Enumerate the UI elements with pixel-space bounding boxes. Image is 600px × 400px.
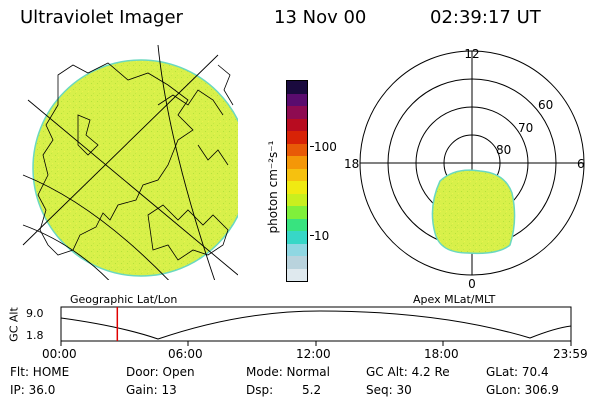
info-gc-alt: GC Alt: 4.2 Re: [366, 365, 450, 379]
timeline-y-bottom: 1.8: [26, 329, 44, 342]
geo-grid-line: [157, 45, 216, 280]
mlat-label-70: 70: [518, 121, 533, 135]
instrument-title: Ultraviolet Imager: [20, 7, 183, 28]
geo-grid-line: [22, 224, 110, 280]
info-dsp-value: 5.2: [302, 383, 322, 397]
mlat-label-80: 80: [496, 143, 511, 157]
colorbar-segment: [287, 193, 307, 206]
colorbar-tick-100: 100: [314, 140, 337, 154]
colorbar-segment: [287, 118, 307, 131]
geo-panel-label: Geographic Lat/Lon: [70, 293, 178, 306]
geo-grid-line: [22, 174, 170, 280]
info-glon: GLon: 306.9: [486, 383, 559, 397]
colorbar-segment: [287, 268, 307, 281]
colorbar-segment: [287, 81, 307, 94]
geo-coastline: [37, 62, 194, 256]
info-door: Door: Open: [126, 365, 195, 379]
mlt-label-0: 0: [468, 277, 476, 291]
polar-mlt-panel: 12 18 6 0 60 70 80: [344, 47, 585, 291]
mlt-label-12: 12: [464, 47, 479, 61]
orbit-altitude-curve: [60, 310, 572, 340]
timeline-tick-2: 12:00: [296, 347, 331, 361]
colorbar-unit-label: photon cm⁻²s⁻¹: [266, 140, 280, 234]
colorbar-segment: [287, 143, 307, 156]
info-flight: Flt: HOME: [10, 365, 70, 379]
info-ip: IP: 36.0: [10, 383, 56, 397]
colorbar-segment: [287, 131, 307, 144]
info-dsp-label: Dsp:: [246, 383, 274, 397]
info-glat: GLat: 70.4: [486, 365, 549, 379]
image-time: 02:39:17 UT: [430, 7, 541, 28]
geo-earth-disk: [32, 59, 238, 277]
timeline-tick-1: 06:00: [168, 347, 203, 361]
mlt-label-18: 18: [344, 157, 359, 171]
timeline-tick-3: 18:00: [424, 347, 459, 361]
timeline-tick-4: 23:59: [553, 347, 588, 361]
info-seq: Seq: 30: [366, 383, 412, 397]
colorbar-segment: [287, 93, 307, 106]
orbit-altitude-timeline: [60, 306, 572, 346]
colorbar-segment: [287, 218, 307, 231]
polar-panel-label: Apex MLat/MLT: [413, 293, 496, 306]
colorbar-segment: [287, 206, 307, 219]
info-mode: Mode: Normal: [246, 365, 330, 379]
geographic-image-panel: [22, 45, 238, 280]
timeline-tick-0: 00:00: [42, 347, 77, 361]
colorbar-segment: [287, 243, 307, 256]
timeline-y-top: 9.0: [26, 307, 44, 320]
colorbar-segment: [287, 181, 307, 194]
colorbar-tick-10: 10: [314, 229, 330, 243]
auroral-oval: [431, 169, 516, 255]
image-date: 13 Nov 00: [274, 7, 367, 28]
colorbar-segment: [287, 256, 307, 269]
colorbar-segment: [287, 106, 307, 119]
colorbar-segment: [287, 168, 307, 181]
geo-grid-line: [22, 54, 219, 246]
info-gain: Gain: 13: [126, 383, 177, 397]
mlat-label-60: 60: [538, 98, 553, 112]
colorbar-segment: [287, 156, 307, 169]
color-scale-bar: [286, 80, 308, 282]
colorbar-segment: [287, 231, 307, 244]
timeline-axis-label: GC Alt: [7, 307, 21, 342]
mlt-label-6: 6: [577, 157, 585, 171]
